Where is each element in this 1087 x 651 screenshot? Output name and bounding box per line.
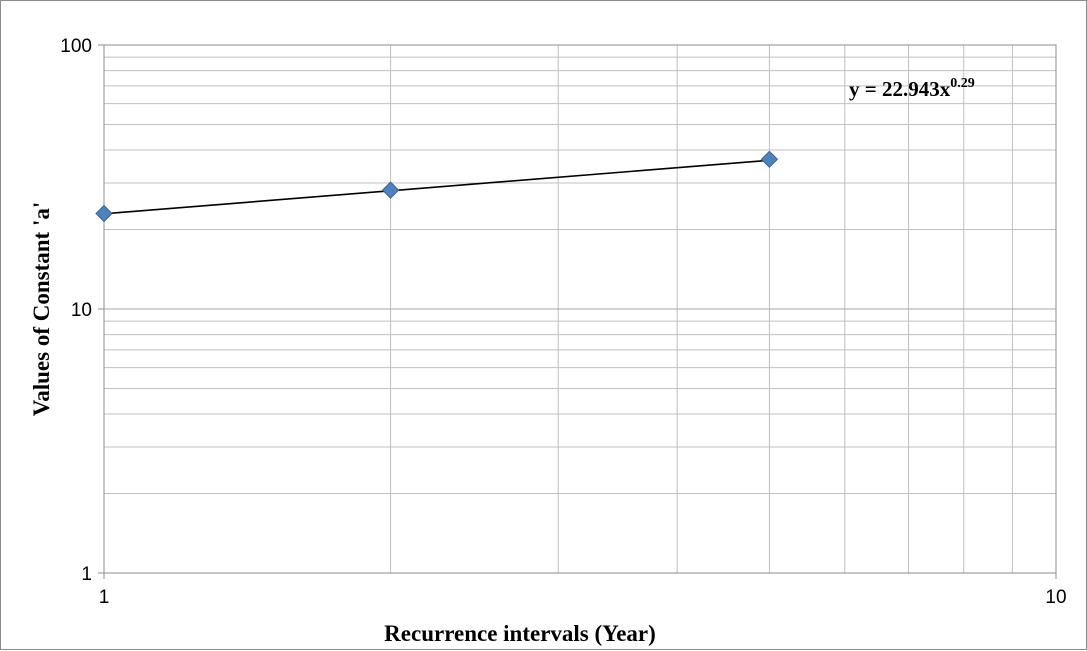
y-tick-label: 100 bbox=[60, 36, 92, 57]
x-axis-title: Recurrence intervals (Year) bbox=[384, 621, 656, 646]
data-points bbox=[95, 150, 779, 223]
data-point-diamond bbox=[760, 150, 779, 169]
trendline-equation: y = 22.943x0.29 bbox=[849, 76, 975, 101]
trendline-equation-exponent: 0.29 bbox=[950, 76, 975, 91]
y-tick-label: 1 bbox=[81, 564, 92, 585]
trendline bbox=[103, 159, 770, 215]
x-tick-label: 10 bbox=[1045, 587, 1066, 608]
y-tick-label: 10 bbox=[71, 300, 92, 321]
y-axis-title: Values of Constant 'a' bbox=[29, 202, 54, 417]
minor-gridlines bbox=[104, 45, 1056, 573]
trendline-equation-base: y = 22.943x bbox=[849, 77, 951, 101]
data-point-diamond bbox=[381, 181, 400, 199]
data-point-diamond bbox=[95, 204, 113, 223]
tick-labels: 1 10 100 1 10 bbox=[60, 36, 1066, 608]
x-tick-label: 1 bbox=[99, 587, 110, 608]
